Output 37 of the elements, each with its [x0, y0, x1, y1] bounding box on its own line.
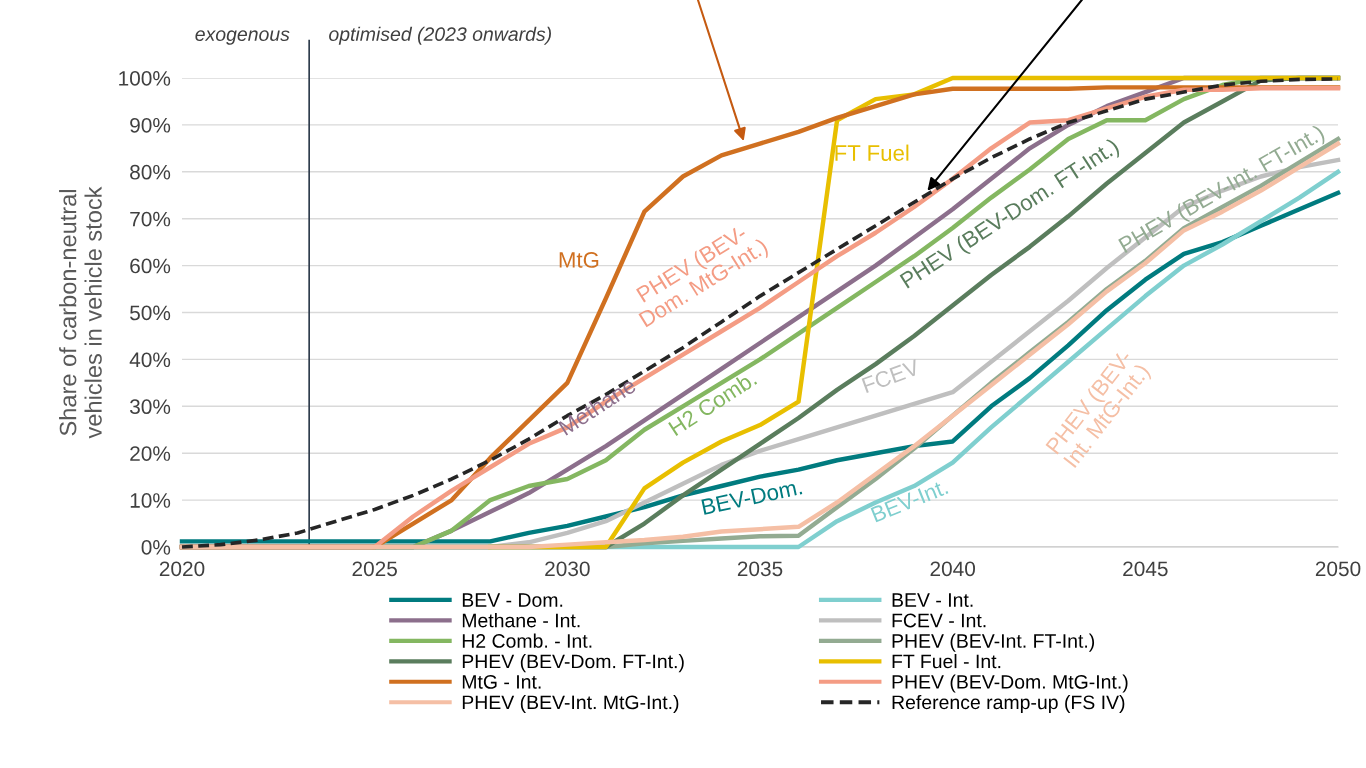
y-tick-label: 40%	[129, 352, 171, 368]
legend-label: Methane - Int.	[462, 613, 580, 628]
y-axis-title: Share of carbon-neutral vehicles in vehicle stock	[59, 186, 102, 439]
annotation: FCEV	[861, 358, 921, 394]
x-tick-label: 2045	[1123, 561, 1168, 577]
y-tick-label: 10%	[130, 493, 171, 508]
y-tick-label: 30%	[129, 399, 171, 415]
legend-label: BEV - Dom.	[462, 593, 563, 607]
legend-label: PHEV (BEV-Int. FT-Int.)	[892, 633, 1095, 652]
x-tick-label: 2030	[545, 561, 590, 577]
y-tick-label: 0%	[141, 540, 171, 555]
annotation: MtG	[559, 252, 599, 268]
x-tick-label: 2025	[352, 561, 397, 577]
annotation: BEV-Dom.	[701, 479, 803, 515]
y-tick-label: 70%	[130, 211, 171, 227]
legend-label: FCEV - Int.	[892, 613, 986, 628]
x-tick-label: 2035	[737, 561, 783, 577]
x-tick-label: 2050	[1315, 561, 1361, 577]
legend-label: PHEV (BEV-Dom. FT-Int.)	[462, 654, 684, 673]
y-tick-label: 100%	[119, 71, 171, 86]
y-tick-label: 90%	[130, 117, 171, 133]
legend-label: MtG - Int.	[462, 674, 541, 689]
legend-label: FT Fuel - Int.	[892, 654, 1001, 669]
legend-label: Reference ramp-up (FS IV)	[892, 694, 1125, 714]
legend-label: PHEV (BEV-Int. MtG-Int.)	[462, 694, 679, 714]
y-tick-label: 60%	[130, 258, 171, 274]
y-tick-label: 20%	[130, 446, 171, 461]
x-tick-label: 2020	[159, 561, 205, 577]
legend-label: PHEV (BEV-Dom. MtG-Int.)	[892, 674, 1128, 693]
x-tick-label: 2040	[930, 561, 976, 577]
annotation: FT Fuel	[835, 144, 909, 161]
y-tick-label: 50%	[130, 305, 171, 321]
text: optimised (2023 onwards)	[329, 26, 551, 45]
text: exogenous	[195, 30, 290, 45]
legend-label: BEV - Int.	[892, 593, 973, 607]
y-tick-label: 80%	[130, 164, 171, 180]
legend-label: H2 Comb. - Int.	[462, 633, 592, 648]
